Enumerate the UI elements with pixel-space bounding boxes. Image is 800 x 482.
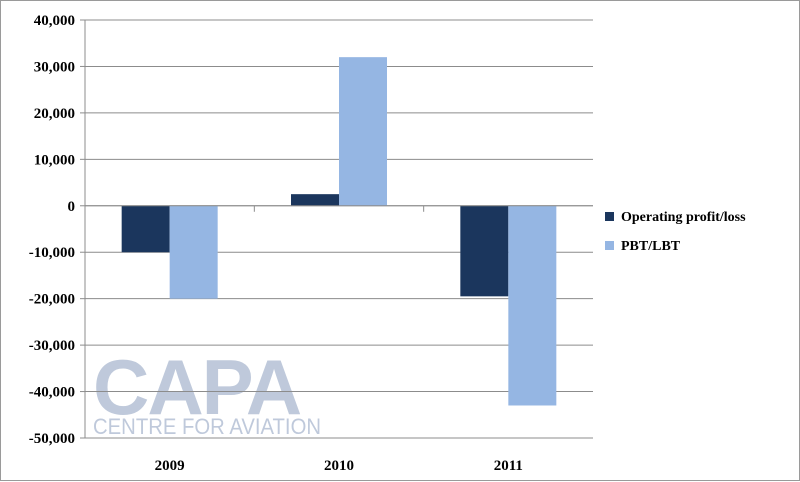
bar-operating-profit-2011 xyxy=(460,205,509,297)
legend: Operating profit/loss PBT/LBT xyxy=(605,210,746,254)
y-tick-label: 10,000 xyxy=(34,152,75,168)
y-tick-label: 20,000 xyxy=(34,106,75,122)
bar-pbt-lbt-2010 xyxy=(339,57,387,206)
bars xyxy=(121,57,557,406)
y-tick-label: -30,000 xyxy=(29,338,75,354)
y-tick-label: 0 xyxy=(68,199,76,215)
legend-label: PBT/LBT xyxy=(621,239,681,254)
bar-operating-profit-2009 xyxy=(121,205,170,253)
y-tick-label: -50,000 xyxy=(29,431,75,447)
legend-swatch xyxy=(605,241,614,250)
x-tick-label: 2011 xyxy=(494,458,523,474)
capa-watermark: CAPA CENTRE FOR AVIATION xyxy=(93,343,321,439)
y-tick-label: -10,000 xyxy=(29,245,75,261)
bar-operating-profit-2010 xyxy=(291,194,339,206)
x-tick-label: 2009 xyxy=(155,458,185,474)
legend-label: Operating profit/loss xyxy=(621,210,746,225)
x-tick-label: 2010 xyxy=(324,458,354,474)
legend-swatch xyxy=(605,212,614,221)
axes: 40,000 30,000 20,000 10,000 0 -10,000 -20,000 -… xyxy=(29,13,593,474)
y-tick-label: -40,000 xyxy=(29,385,75,401)
y-tick-label: 30,000 xyxy=(34,59,75,75)
y-tick-label: 40,000 xyxy=(34,13,75,29)
watermark-tagline: CENTRE FOR AVIATION xyxy=(93,414,321,439)
watermark-logo-text: CAPA xyxy=(93,343,301,431)
y-tick-label: -20,000 xyxy=(29,292,75,308)
bar-pbt-lbt-2009 xyxy=(169,205,218,299)
bar-pbt-lbt-2011 xyxy=(508,205,557,406)
